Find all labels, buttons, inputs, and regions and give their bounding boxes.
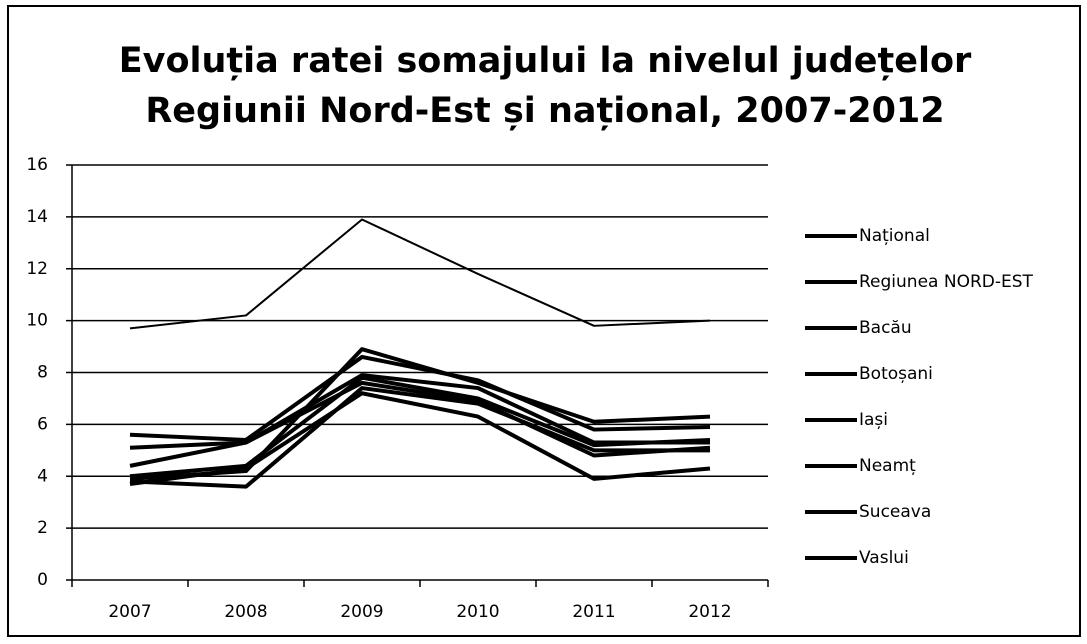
legend-label: Național	[859, 226, 930, 246]
legend-label: Regiunea NORD-EST	[859, 272, 1034, 292]
y-tick-label: 12	[26, 259, 48, 279]
series-line	[129, 391, 711, 487]
y-tick-label: 2	[37, 518, 48, 538]
x-tick-label: 2011	[572, 602, 615, 622]
y-tick-label: 4	[37, 466, 48, 486]
legend-label: Neamț	[859, 456, 916, 476]
y-tick-label: 10	[26, 311, 48, 331]
legend-label: Vaslui	[859, 548, 909, 568]
y-tick-label: 8	[37, 363, 48, 383]
legend-label: Suceava	[859, 502, 931, 522]
y-tick-label: 6	[37, 414, 48, 434]
x-tick-label: 2007	[108, 602, 151, 622]
chart-title: Evoluția ratei somajului la nivelul jude…	[119, 41, 972, 81]
legend-label: Bacău	[859, 318, 912, 338]
series-line	[129, 386, 710, 489]
chart-title: Regiunii Nord-Est și național, 2007-2012	[145, 91, 944, 131]
chart-frame	[7, 5, 1081, 637]
series-line	[129, 354, 711, 442]
y-tick-label: 14	[26, 207, 48, 227]
series-line	[129, 218, 711, 330]
series-line	[129, 380, 711, 468]
y-tick-label: 16	[26, 155, 48, 175]
x-tick-label: 2010	[456, 602, 499, 622]
series-line	[129, 373, 710, 450]
x-tick-label: 2009	[340, 602, 383, 622]
legend-label: Iași	[859, 410, 888, 430]
x-tick-label: 2008	[224, 602, 267, 622]
y-tick-label: 0	[37, 570, 48, 590]
legend-label: Botoșani	[859, 364, 933, 384]
x-tick-label: 2012	[688, 602, 731, 622]
